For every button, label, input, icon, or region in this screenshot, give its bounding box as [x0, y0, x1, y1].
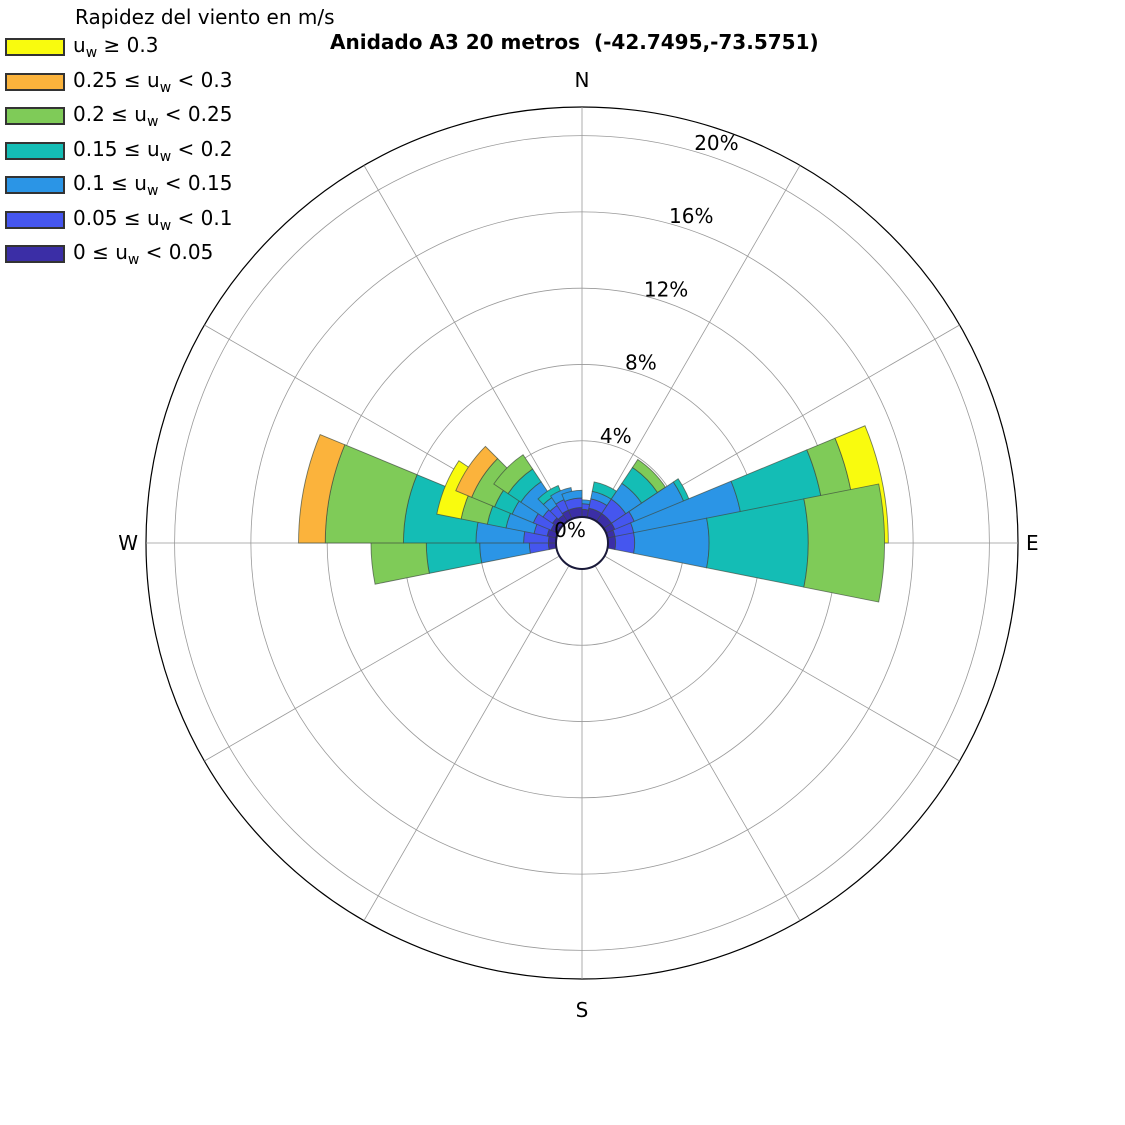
- legend-entry: 0.25 ≤ uw < 0.3: [5, 65, 335, 100]
- ring-label: 12%: [644, 277, 688, 301]
- legend-swatch: [5, 38, 65, 57]
- rose-segment: [493, 454, 534, 495]
- legend-entry: 0.15 ≤ uw < 0.2: [5, 134, 335, 169]
- rose-segment: [561, 489, 583, 502]
- legend-label: 0.15 ≤ uw < 0.2: [73, 136, 233, 165]
- center-hub: [555, 516, 609, 570]
- rose-segment: [549, 487, 574, 505]
- legend-entry: 0.1 ≤ uw < 0.15: [5, 168, 335, 203]
- direction-label-east: E: [1026, 531, 1039, 555]
- polar-labels: N E S W 0% 4% 8% 12% 16% 20%: [118, 68, 1038, 1022]
- legend-swatch: [5, 245, 65, 264]
- grid-spoke: [594, 565, 801, 921]
- legend-label: uw ≥ 0.3: [73, 33, 159, 62]
- legend-entry: 0 ≤ uw < 0.05: [5, 237, 335, 272]
- legend-swatch: [5, 176, 65, 195]
- rose-segment: [614, 532, 636, 554]
- grid-spoke: [363, 165, 570, 521]
- direction-label-north: N: [575, 68, 590, 92]
- legend-swatch: [5, 210, 65, 229]
- legend: Rapidez del viento en m/s uw ≥ 0.3 0.25 ≤…: [5, 4, 335, 272]
- chart-title: Anidado A3 20 metros (-42.7495,-73.5751): [330, 30, 819, 54]
- rose-segment: [298, 433, 346, 544]
- legend-entry: 0.05 ≤ uw < 0.1: [5, 203, 335, 238]
- rose-segment: [803, 483, 885, 603]
- grid-spoke: [604, 555, 960, 762]
- ring-label: 20%: [694, 131, 738, 155]
- zero-percent-label: 0%: [554, 518, 586, 542]
- rose-segment: [455, 445, 499, 498]
- legend-swatch: [5, 72, 65, 91]
- legend-label: 0 ≤ uw < 0.05: [73, 240, 214, 269]
- direction-label-west: W: [118, 531, 138, 555]
- rose-sectors: [298, 425, 889, 603]
- ring-label: 16%: [669, 204, 713, 228]
- legend-title: Rapidez del viento en m/s: [75, 5, 335, 29]
- legend-swatch: [5, 107, 65, 126]
- ring-label: 8%: [625, 351, 657, 375]
- legend-entry: 0.2 ≤ uw < 0.25: [5, 99, 335, 134]
- legend-label: 0.05 ≤ uw < 0.1: [73, 205, 233, 234]
- ring-label: 4%: [600, 424, 632, 448]
- rose-segment: [537, 484, 562, 506]
- direction-label-south: S: [576, 998, 589, 1022]
- legend-entry: uw ≥ 0.3: [5, 30, 335, 65]
- legend-swatch: [5, 141, 65, 160]
- legend-label: 0.1 ≤ uw < 0.15: [73, 171, 233, 200]
- legend-label: 0.25 ≤ uw < 0.3: [73, 67, 233, 96]
- grid-spoke: [594, 165, 801, 521]
- grid-spoke: [363, 565, 570, 921]
- legend-label: 0.2 ≤ uw < 0.25: [73, 102, 233, 131]
- grid-spoke: [204, 555, 560, 762]
